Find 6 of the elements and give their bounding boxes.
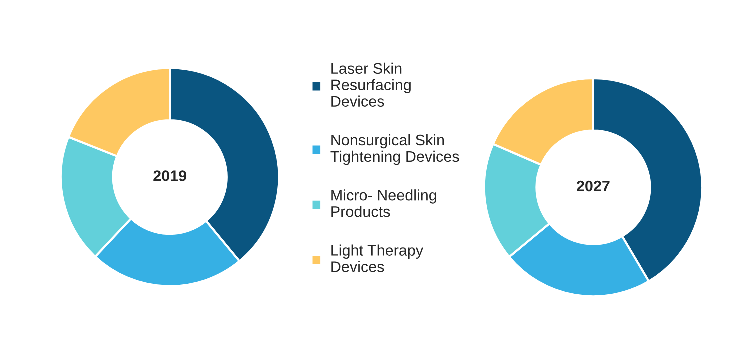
text: 2019 — [154, 170, 187, 182]
legend-label: Laser Skin Resurfacing Devices — [332, 62, 411, 107]
legend-label: Light Therapy Devices — [332, 244, 424, 272]
text: 2027 — [577, 180, 610, 192]
legend-label: Micro- Needling Products — [332, 190, 436, 218]
legend-label: Nonsurgical Skin Tightening Devices — [330, 134, 460, 166]
